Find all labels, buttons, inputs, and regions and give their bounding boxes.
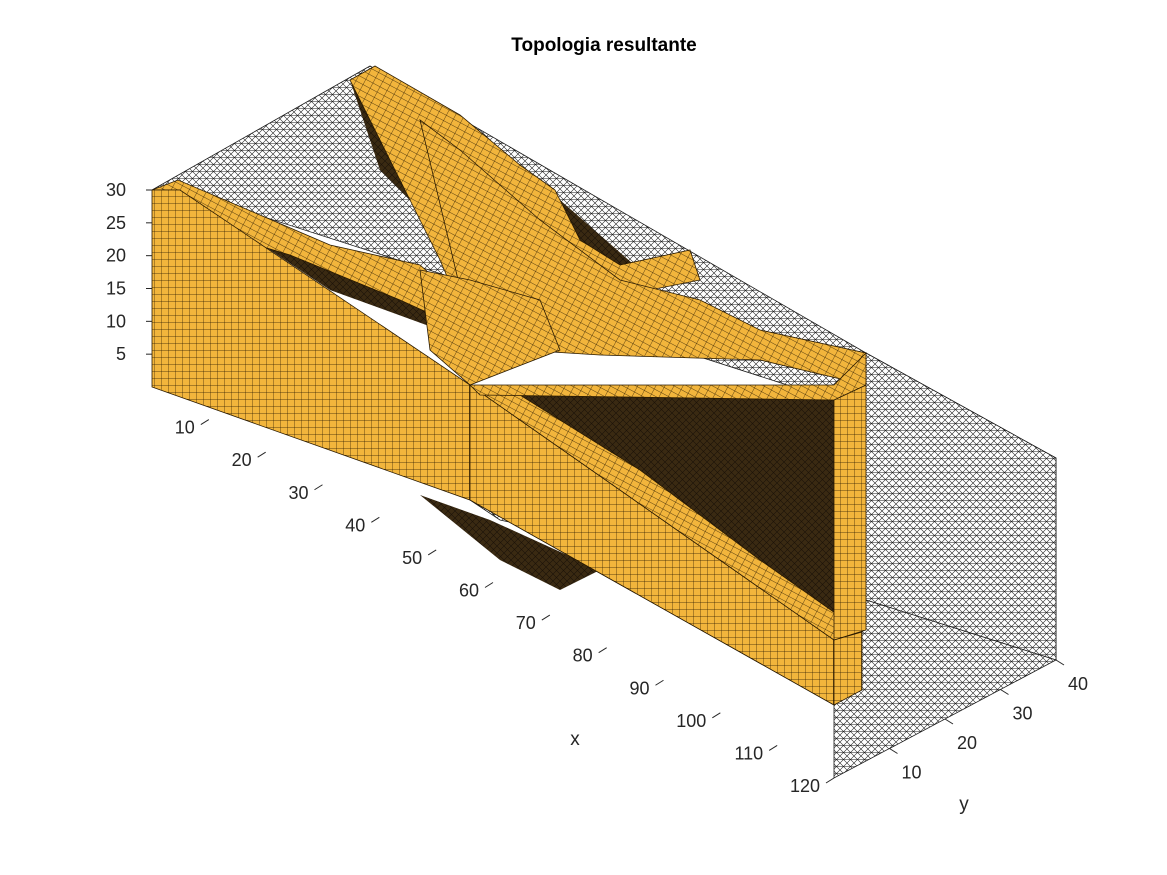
x-tick-label: 110: [734, 743, 763, 763]
z-tick-label: 10: [106, 311, 126, 331]
x-tick-mark: [541, 614, 551, 621]
x-tick-label: 90: [629, 678, 649, 698]
structure-right-post-top: [469, 352, 867, 401]
z-tick-label: 5: [116, 344, 126, 364]
x-tick-mark: [371, 516, 380, 523]
z-tick-label: 30: [106, 180, 126, 200]
x-tick-label: 60: [459, 581, 479, 601]
x-tick-mark: [200, 419, 210, 426]
x-tick-label: 40: [345, 515, 365, 535]
x-tick-label: 100: [676, 711, 706, 731]
y-tick-label: 20: [957, 733, 977, 753]
x-tick-mark: [484, 582, 494, 588]
x-tick-mark: [427, 549, 437, 556]
x-tick-mark: [598, 647, 607, 654]
x-tick-label: 20: [232, 450, 252, 470]
structure-end-face: [833, 631, 863, 706]
x-tick-mark: [257, 451, 266, 458]
y-tick-mark: [1000, 689, 1009, 695]
z-axis: 5 10 15 20 25 30: [106, 180, 152, 364]
void-bottom: [420, 495, 600, 590]
x-axis-label: x: [570, 729, 580, 750]
x-tick-label: 120: [790, 776, 820, 796]
y-tick-mark: [1055, 659, 1065, 666]
chart-title: Topologia resultante: [511, 35, 696, 56]
x-tick-label: 70: [516, 613, 536, 633]
x-tick-mark: [825, 777, 835, 784]
x-tick-mark: [712, 712, 721, 719]
z-tick-label: 15: [106, 279, 126, 299]
x-tick-mark: [655, 679, 664, 686]
z-tick-label: 20: [106, 246, 126, 266]
y-tick-label: 30: [1013, 704, 1033, 724]
x-tick-mark: [314, 484, 323, 491]
z-tick-label: 25: [106, 213, 126, 233]
x-tick-label: 30: [288, 483, 308, 503]
x-tick-label: 80: [573, 646, 593, 666]
x-tick-label: 50: [402, 548, 422, 568]
y-tick-label: 10: [902, 763, 922, 783]
y-tick-label: 40: [1068, 674, 1088, 694]
structure-top-center: [419, 269, 561, 386]
structure-right-post: [833, 384, 867, 641]
solid-structure: [151, 65, 867, 706]
y-axis: 10 20 30 40: [889, 659, 1088, 783]
y-tick-mark: [944, 718, 954, 725]
x-axis: 10 20 30 40 50 60 70 80 90 100 110 120: [175, 418, 835, 796]
y-tick-mark: [889, 748, 898, 754]
x-tick-label: 10: [175, 418, 195, 438]
x-tick-mark: [768, 744, 778, 751]
y-axis-label: y: [959, 794, 969, 815]
